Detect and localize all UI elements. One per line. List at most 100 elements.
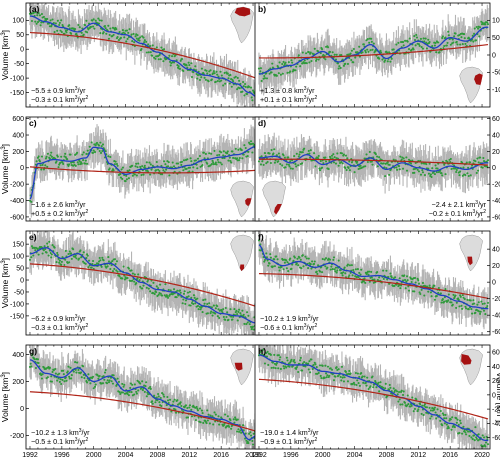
data-point	[486, 159, 490, 162]
data-point	[30, 19, 34, 23]
data-point	[470, 308, 473, 311]
data-point	[301, 151, 304, 154]
data-point	[92, 149, 95, 152]
data-point	[405, 169, 409, 172]
data-point	[143, 39, 146, 42]
data-point	[167, 165, 170, 168]
data-point	[28, 258, 32, 261]
data-point	[130, 33, 133, 36]
data-point	[179, 291, 182, 294]
data-point	[309, 156, 312, 159]
data-point	[37, 155, 40, 158]
data-point	[94, 19, 97, 22]
data-point	[402, 44, 405, 47]
data-point	[210, 306, 213, 309]
data-point	[300, 267, 303, 270]
basin-highlight	[467, 256, 473, 266]
data-point	[132, 32, 135, 36]
data-point	[376, 271, 379, 274]
data-point	[268, 262, 271, 265]
data-point	[287, 270, 290, 273]
data-point	[111, 260, 114, 263]
data-point	[268, 152, 271, 155]
data-point	[102, 31, 105, 34]
y-tick-label: 400	[492, 247, 500, 254]
data-point	[449, 160, 452, 164]
trend-line	[258, 272, 489, 299]
data-point	[330, 265, 333, 268]
panel-label: e)	[29, 232, 37, 242]
data-point	[462, 296, 465, 299]
data-point	[184, 302, 187, 305]
data-point	[277, 72, 280, 75]
data-point	[116, 36, 119, 39]
y-tick-label: 100	[492, 18, 500, 25]
data-point	[211, 314, 214, 317]
data-point	[480, 300, 483, 303]
data-point	[329, 268, 332, 271]
data-point	[431, 44, 434, 48]
y-tick-label: -100	[10, 76, 24, 83]
data-point	[188, 64, 191, 67]
data-point	[190, 296, 193, 299]
trend-line	[29, 166, 260, 174]
data-point	[46, 242, 49, 245]
data-point	[30, 200, 33, 203]
data-point	[372, 42, 375, 45]
data-point	[441, 174, 444, 177]
data-point	[49, 19, 52, 22]
rate-annotation: −5.5 ± 0.9 km3/yr	[31, 86, 86, 95]
data-point	[447, 30, 450, 33]
data-point	[34, 11, 38, 14]
greenland-outline	[230, 6, 254, 44]
data-point	[210, 310, 213, 313]
data-point	[293, 155, 296, 158]
data-point	[147, 287, 150, 290]
data-point	[234, 147, 237, 150]
data-point	[344, 62, 347, 65]
data-point	[464, 305, 467, 308]
data-point	[212, 70, 215, 73]
data-point	[404, 287, 407, 290]
data-point	[226, 72, 229, 75]
data-point	[197, 308, 200, 311]
data-point	[186, 158, 189, 161]
data-point	[84, 262, 87, 265]
data-point	[216, 73, 219, 76]
data-point	[111, 270, 115, 273]
data-point	[236, 319, 239, 322]
data-point	[68, 163, 71, 166]
data-point	[247, 150, 250, 153]
rate-annotation: +0.1 ± 0.1 km3/yr2	[260, 95, 317, 104]
data-point	[138, 39, 141, 42]
data-point	[427, 172, 430, 175]
data-point	[240, 149, 243, 152]
data-point	[245, 323, 248, 326]
data-point	[388, 173, 391, 176]
data-point	[469, 174, 472, 177]
data-point	[151, 44, 154, 47]
data-point	[342, 153, 346, 156]
data-point	[476, 157, 479, 160]
data-point	[133, 41, 136, 44]
data-point	[136, 166, 139, 169]
data-point	[482, 309, 486, 312]
data-point	[37, 12, 40, 15]
data-point	[401, 167, 405, 170]
data-point	[186, 66, 189, 69]
data-point	[273, 258, 276, 261]
data-point	[204, 298, 207, 301]
data-point	[428, 284, 431, 287]
data-point	[444, 288, 447, 291]
rate-annotation: −0.3 ± 0.1 km3/yr2	[31, 95, 88, 104]
data-point	[381, 58, 384, 61]
data-point	[435, 171, 438, 174]
data-point	[257, 67, 261, 70]
data-point	[386, 161, 389, 164]
data-point	[50, 256, 53, 259]
data-point	[220, 163, 223, 166]
data-point	[190, 62, 193, 65]
y-tick-label: -50	[492, 70, 500, 77]
data-point	[337, 67, 340, 70]
data-point	[474, 311, 477, 314]
